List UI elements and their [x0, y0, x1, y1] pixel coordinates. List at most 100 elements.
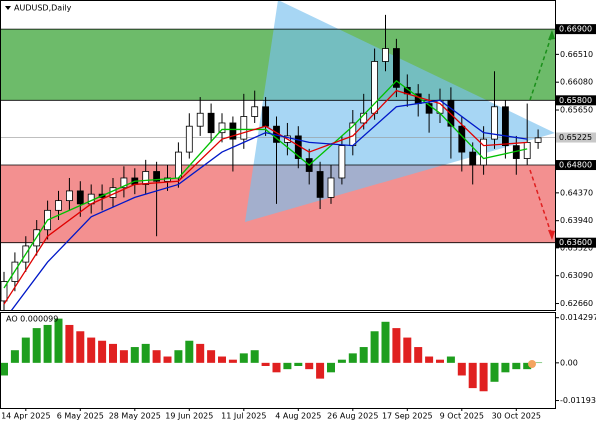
ao-bar [163, 356, 172, 363]
x-tick-label: 17 Sep 2025 [382, 412, 433, 421]
down-arrowhead [548, 230, 555, 240]
candle-body [480, 138, 488, 166]
ao-bar [294, 362, 303, 366]
ao-bar [436, 359, 444, 363]
ao-bar [239, 353, 248, 363]
ao-bar [54, 318, 63, 363]
ao-bar [359, 347, 368, 363]
moving-average [10, 99, 528, 310]
candle-body [534, 137, 542, 143]
y-tick-label: 0.66080 [560, 78, 593, 87]
candle-body [174, 151, 182, 179]
ao-bar [327, 362, 335, 373]
ao-bar [185, 340, 194, 363]
up-arrowhead [548, 30, 555, 40]
ao-bar [348, 353, 357, 363]
ao-bar [381, 321, 390, 363]
candle-body [469, 151, 477, 166]
ao-bar [218, 356, 226, 363]
level-box [556, 237, 596, 248]
candle-body [185, 125, 193, 153]
candle-body [120, 177, 128, 189]
ao-bar [228, 359, 237, 363]
ao-frame [0, 312, 556, 409]
x-tick-label: 26 Aug 2025 [327, 412, 378, 421]
ao-bar [0, 362, 8, 376]
current-price-label: 0.65225 [559, 133, 592, 142]
y-tick-label: 0.63940 [560, 216, 593, 225]
level-label: 0.64800 [559, 161, 592, 170]
ao-bar [109, 343, 117, 363]
ao-bar [490, 362, 499, 382]
y-tick-label: 0.65650 [560, 106, 593, 115]
ao-bar [272, 362, 281, 373]
ao-bar [76, 331, 85, 363]
ao-bar [98, 340, 107, 363]
level-label: 0.65800 [559, 96, 592, 105]
ao-bar [468, 362, 477, 389]
x-tick-label: 28 May 2025 [109, 412, 161, 421]
ao-bar [43, 324, 52, 363]
ao-bar [425, 356, 434, 363]
ao-bar [534, 362, 543, 364]
candle-body [251, 106, 259, 117]
ao-title: AO 0.000099 [6, 315, 58, 324]
y-tick-label: 0.64370 [560, 188, 593, 197]
ao-bar [414, 347, 423, 363]
ao-bar [250, 350, 259, 363]
x-tick-label: 4 Aug 2025 [275, 412, 321, 421]
ao-y-tick-label: -0.011937 [560, 396, 596, 405]
candle-body [338, 145, 346, 179]
ao-bar [512, 362, 521, 370]
y-tick-label: 0.63520 [560, 243, 593, 252]
candle-body [76, 190, 84, 205]
candle-body [523, 141, 531, 159]
level-label: 0.63600 [559, 238, 592, 247]
price-plot [0, 14, 555, 310]
candle-body [207, 112, 215, 134]
ao-bar [479, 362, 488, 392]
candle-body [66, 190, 73, 202]
ao-bar [501, 362, 510, 373]
ao-bar [446, 356, 455, 363]
level-box [556, 24, 596, 35]
candle-body [425, 103, 433, 114]
y-tick-label: 0.62660 [560, 299, 593, 308]
ao-bar [32, 328, 41, 363]
ao-bar [87, 337, 96, 363]
level-label: 0.66900 [559, 25, 592, 34]
candle-body [501, 106, 509, 147]
chart-title: AUDUSD,Daily [14, 4, 72, 13]
ao-bar [152, 350, 161, 363]
ao-bar [21, 337, 30, 363]
candle-body [327, 177, 335, 198]
y-tick-label: 0.63090 [560, 271, 593, 280]
ao-bar [130, 347, 139, 363]
candle-body [55, 200, 62, 211]
down-arrow [529, 169, 553, 237]
ao-marker [528, 360, 536, 368]
ao-bar [457, 362, 466, 376]
current-price-box [556, 132, 596, 143]
candle-body [229, 122, 237, 140]
ao-bar [261, 362, 270, 366]
ao-bar [523, 362, 532, 370]
ao-bar [305, 362, 314, 370]
candle-body [240, 116, 248, 140]
candle-body [142, 171, 150, 185]
candle-body [382, 48, 389, 62]
ao-bar [283, 362, 292, 370]
ao-bar [370, 331, 379, 363]
moving-average [3, 89, 528, 305]
moving-average [3, 80, 528, 289]
up-arrow [529, 33, 553, 101]
ao-bar [403, 337, 412, 363]
candle-body [218, 122, 226, 134]
candle-body [491, 106, 498, 140]
x-tick-label: 30 Oct 2025 [492, 412, 541, 421]
level-box [556, 160, 596, 171]
ao-bar [207, 350, 216, 363]
ao-bar [196, 343, 205, 363]
x-tick-label: 6 May 2025 [57, 412, 104, 421]
